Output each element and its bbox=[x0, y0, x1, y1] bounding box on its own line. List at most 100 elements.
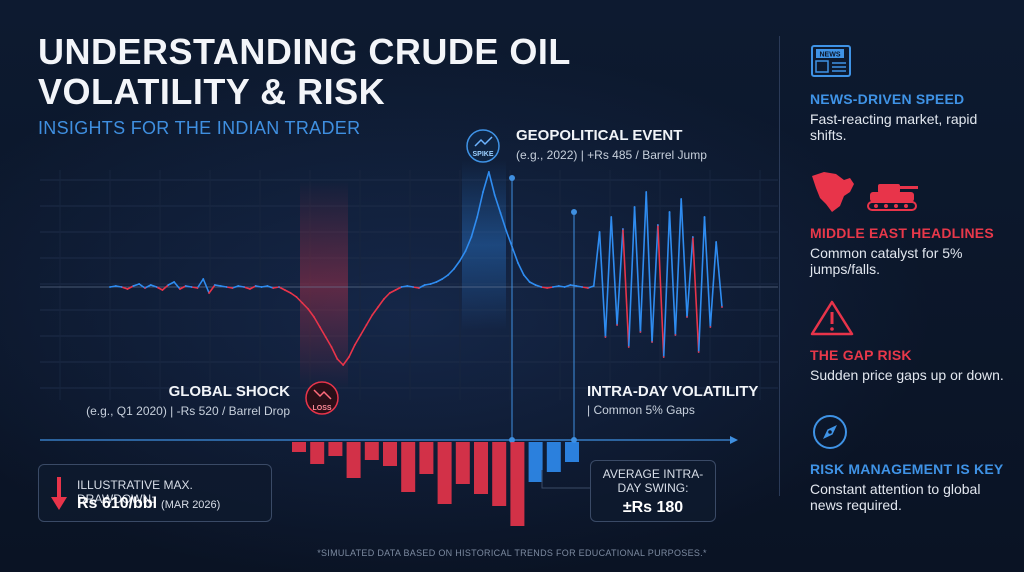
price-line-series bbox=[109, 171, 723, 366]
line-point bbox=[225, 286, 228, 288]
line-segment bbox=[511, 246, 519, 264]
line-point bbox=[563, 286, 566, 288]
line-point bbox=[441, 278, 444, 280]
line-point bbox=[184, 285, 187, 287]
drawdown-bar bbox=[565, 442, 579, 462]
line-point bbox=[400, 286, 403, 288]
line-segment bbox=[668, 211, 677, 336]
line-point bbox=[703, 216, 706, 218]
line-point bbox=[114, 285, 117, 287]
line-segment bbox=[651, 224, 659, 343]
sidebar-item-title: MIDDLE EAST HEADLINES bbox=[810, 225, 994, 241]
line-segment bbox=[680, 198, 688, 318]
line-point bbox=[120, 286, 123, 288]
news-badge-label: NEWS bbox=[820, 52, 841, 59]
line-segment bbox=[639, 191, 648, 333]
line-point bbox=[406, 285, 409, 287]
compass-icon bbox=[813, 415, 847, 449]
line-segment bbox=[190, 286, 199, 289]
line-point bbox=[383, 298, 385, 300]
line-point bbox=[622, 228, 624, 230]
line-segment bbox=[284, 289, 292, 294]
line-point bbox=[528, 281, 531, 283]
line-point bbox=[686, 316, 688, 318]
line-point bbox=[651, 341, 653, 343]
line-segment bbox=[359, 324, 368, 336]
line-point bbox=[616, 324, 618, 326]
line-point bbox=[697, 351, 700, 353]
line-point bbox=[155, 286, 158, 288]
line-segment bbox=[155, 286, 164, 291]
line-segment bbox=[126, 285, 135, 290]
sidebar-item-desc: Fast-reacting market, rapid shifts. bbox=[810, 111, 978, 143]
drawdown-value: Rs 610/bbl bbox=[77, 495, 158, 512]
line-point bbox=[540, 286, 543, 288]
loss-badge-label: LOSS bbox=[312, 405, 331, 412]
line-segment bbox=[523, 274, 531, 283]
line-segment bbox=[330, 346, 339, 360]
line-segment bbox=[697, 216, 706, 353]
intraday-leader-dot bbox=[571, 209, 577, 215]
line-point bbox=[680, 198, 683, 200]
line-segment bbox=[662, 211, 671, 358]
line-segment bbox=[540, 286, 548, 289]
line-point bbox=[674, 334, 677, 336]
line-segment bbox=[429, 281, 438, 285]
drawdown-bar bbox=[455, 442, 470, 484]
geopolitical-subtitle: (e.g., 2022) | +Rs 485 / Barrel Jump bbox=[516, 148, 707, 162]
global-shock-title: GLOBAL SHOCK bbox=[169, 383, 291, 400]
line-segment bbox=[546, 286, 554, 289]
drawdown-box: ILLUSTRATIVE MAX. DRAWDOWN: Rs 610/bbl (M… bbox=[38, 464, 272, 522]
line-point bbox=[423, 284, 426, 286]
line-point bbox=[721, 306, 723, 308]
line-point bbox=[505, 230, 508, 232]
line-point bbox=[190, 286, 193, 288]
drawdown-label: ILLUSTRATIVE MAX. DRAWDOWN: bbox=[77, 478, 193, 506]
down-arrow-icon bbox=[51, 477, 67, 510]
line-segment bbox=[435, 278, 444, 283]
line-point bbox=[307, 308, 310, 310]
drawdown-bar bbox=[364, 442, 379, 460]
line-point bbox=[604, 336, 607, 338]
drawdown-bar bbox=[528, 442, 543, 482]
line-segment bbox=[627, 206, 636, 348]
line-segment bbox=[657, 224, 665, 358]
line-segment bbox=[633, 206, 642, 333]
sidebar-item-news: NEWS NEWS-DRIVEN SPEED Fast-reacting mar… bbox=[810, 44, 1010, 143]
swing-connector bbox=[541, 470, 590, 489]
line-segment bbox=[243, 286, 251, 290]
line-segment bbox=[453, 260, 461, 270]
line-point bbox=[301, 302, 304, 304]
sidebar-item-risk-management: RISK MANAGEMENT IS KEY Constant attentio… bbox=[810, 414, 1010, 513]
line-point bbox=[592, 285, 595, 287]
line-segment bbox=[371, 306, 379, 316]
line-segment bbox=[470, 216, 479, 238]
line-point bbox=[313, 316, 315, 318]
drawdown-bar bbox=[292, 442, 306, 452]
line-point bbox=[482, 191, 484, 193]
drawdown-bar bbox=[346, 442, 361, 478]
line-point bbox=[161, 289, 164, 291]
line-point bbox=[388, 292, 391, 294]
line-point bbox=[173, 281, 176, 283]
line-segment bbox=[441, 274, 449, 280]
line-segment bbox=[645, 191, 653, 343]
line-segment bbox=[499, 212, 508, 232]
drawdown-bar bbox=[546, 442, 561, 472]
line-point bbox=[522, 274, 525, 276]
line-point bbox=[208, 292, 210, 294]
line-point bbox=[575, 285, 578, 287]
line-point bbox=[324, 336, 327, 338]
drawdown-bar bbox=[474, 442, 488, 494]
line-segment bbox=[289, 292, 298, 298]
line-point bbox=[487, 171, 490, 173]
line-point bbox=[132, 285, 135, 287]
line-segment bbox=[324, 336, 333, 348]
line-point bbox=[283, 289, 286, 291]
trend-down-icon bbox=[313, 389, 332, 400]
sidebar-item-desc: Sudden price gaps up or down. bbox=[810, 367, 1004, 383]
line-segment bbox=[225, 286, 234, 289]
line-segment bbox=[214, 284, 222, 287]
line-point bbox=[557, 285, 560, 287]
geopolitical-leader-dot bbox=[509, 175, 515, 181]
